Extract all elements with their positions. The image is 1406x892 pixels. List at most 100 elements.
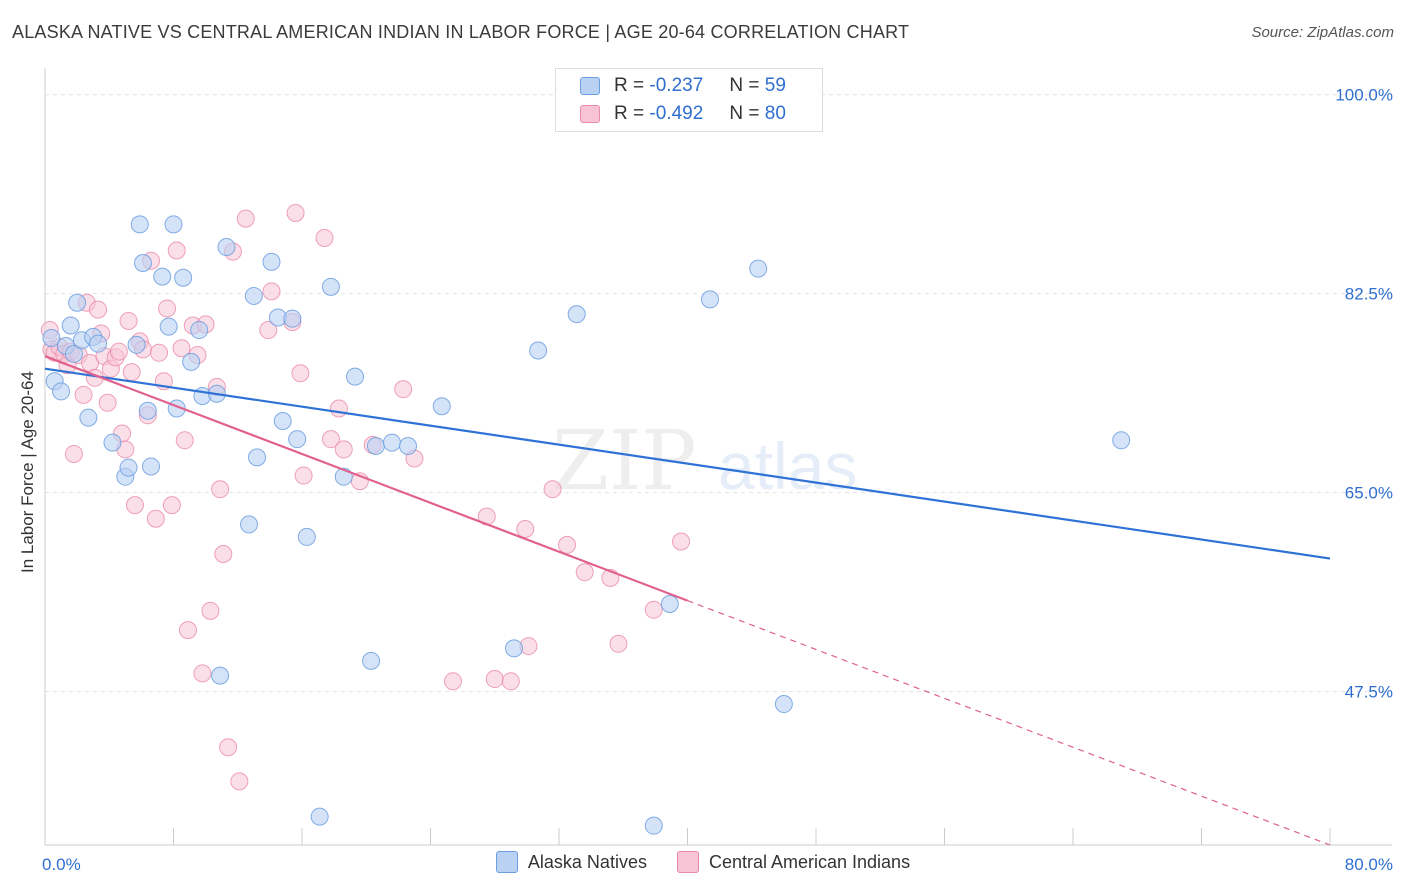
trend-line-central-american-indians-extension bbox=[687, 600, 1331, 846]
data-point-alaska-natives bbox=[133, 253, 152, 272]
data-point-alaska-natives bbox=[64, 344, 83, 363]
data-point-central-american-indians bbox=[64, 444, 83, 463]
y-axis-label: In Labor Force | Age 20-64 bbox=[18, 371, 37, 573]
data-point-alaska-natives bbox=[297, 527, 316, 546]
data-point-central-american-indians bbox=[125, 496, 144, 515]
data-point-central-american-indians bbox=[558, 535, 577, 554]
r-label: R = bbox=[614, 75, 645, 96]
r-label: R = bbox=[614, 103, 645, 124]
data-point-alaska-natives bbox=[244, 286, 263, 305]
n-label: N = bbox=[729, 75, 760, 96]
legend-label: Alaska Natives bbox=[527, 851, 647, 872]
tick-labels: 47.5% 65.0% 82.5% 100.0% 0.0% 80.0% bbox=[42, 86, 1393, 874]
data-point-alaska-natives bbox=[68, 293, 87, 312]
axes bbox=[44, 68, 1392, 846]
legend-label: Central American Indians bbox=[708, 851, 911, 872]
trend-lines bbox=[44, 355, 1331, 846]
legend-swatch-pink bbox=[580, 105, 600, 123]
y-tick-label: 82.5% bbox=[1345, 285, 1393, 304]
data-point-central-american-indians bbox=[291, 364, 310, 383]
data-point-alaska-natives bbox=[529, 341, 548, 360]
data-point-alaska-natives bbox=[321, 277, 340, 296]
data-point-central-american-indians bbox=[172, 339, 191, 358]
data-point-alaska-natives bbox=[567, 305, 586, 324]
data-point-central-american-indians bbox=[575, 563, 594, 582]
data-point-central-american-indians bbox=[201, 601, 220, 620]
data-point-alaska-natives bbox=[283, 309, 302, 328]
data-point-alaska-natives bbox=[159, 317, 178, 336]
data-point-central-american-indians bbox=[211, 480, 230, 499]
n-label: N = bbox=[729, 103, 760, 124]
data-point-central-american-indians bbox=[609, 634, 628, 653]
legend-swatch-pink bbox=[676, 851, 699, 873]
data-point-alaska-natives bbox=[505, 639, 524, 658]
data-point-central-american-indians bbox=[109, 342, 128, 361]
data-point-central-american-indians bbox=[167, 241, 186, 260]
data-point-central-american-indians bbox=[98, 393, 117, 412]
data-point-alaska-natives bbox=[190, 321, 209, 340]
series-legend: Alaska Natives Central American Indians bbox=[0, 851, 1406, 873]
watermark-atlas: atlas bbox=[718, 429, 857, 503]
data-point-alaska-natives bbox=[382, 433, 401, 452]
data-point-alaska-natives bbox=[700, 290, 719, 309]
data-point-alaska-natives bbox=[774, 695, 793, 714]
y-tick-label: 65.0% bbox=[1345, 484, 1393, 503]
data-point-alaska-natives bbox=[130, 215, 149, 234]
data-point-alaska-natives bbox=[749, 259, 768, 278]
y-tick-label: 100.0% bbox=[1335, 86, 1393, 105]
data-point-alaska-natives bbox=[644, 816, 663, 835]
data-point-alaska-natives bbox=[52, 382, 71, 401]
data-point-alaska-natives bbox=[89, 334, 108, 353]
data-point-alaska-natives bbox=[61, 316, 80, 335]
data-point-central-american-indians bbox=[672, 532, 691, 551]
data-point-alaska-natives bbox=[119, 458, 138, 477]
data-point-central-american-indians bbox=[259, 321, 278, 340]
n-value: 80 bbox=[764, 103, 786, 124]
stats-legend-row-alaska: R = -0.237 N = 59 bbox=[580, 73, 786, 99]
data-point-alaska-natives bbox=[174, 268, 193, 287]
data-point-central-american-indians bbox=[89, 300, 108, 319]
data-point-alaska-natives bbox=[138, 401, 157, 420]
trend-line-central-american-indians bbox=[44, 355, 688, 602]
data-point-central-american-indians bbox=[219, 738, 238, 757]
data-point-central-american-indians bbox=[236, 209, 255, 228]
data-point-alaska-natives bbox=[310, 807, 329, 826]
legend-swatch-blue bbox=[495, 851, 518, 873]
data-point-central-american-indians bbox=[294, 466, 313, 485]
data-point-central-american-indians bbox=[150, 343, 169, 362]
legend-item-alaska-natives: Alaska Natives bbox=[495, 851, 647, 873]
data-point-central-american-indians bbox=[146, 509, 165, 528]
data-point-central-american-indians bbox=[516, 519, 535, 538]
watermark: ZIP atlas bbox=[552, 414, 857, 509]
r-value: -0.492 bbox=[649, 103, 704, 124]
n-value: 59 bbox=[764, 75, 786, 96]
data-point-alaska-natives bbox=[362, 651, 381, 670]
legend-item-central-american-indians: Central American Indians bbox=[676, 851, 911, 873]
data-point-alaska-natives bbox=[103, 433, 122, 452]
data-point-central-american-indians bbox=[394, 380, 413, 399]
data-point-alaska-natives bbox=[366, 436, 385, 455]
series-central-american-indians bbox=[40, 203, 691, 791]
data-point-central-american-indians bbox=[315, 228, 334, 247]
stats-legend: R = -0.237 N = 59 R = -0.492 N = 80 bbox=[555, 68, 823, 132]
source-label: Source: ZipAtlas.com bbox=[1251, 24, 1394, 41]
data-point-central-american-indians bbox=[158, 299, 177, 318]
x-tick-label: 80.0% bbox=[1345, 855, 1393, 874]
data-point-alaska-natives bbox=[164, 215, 183, 234]
data-point-alaska-natives bbox=[127, 335, 146, 354]
data-point-alaska-natives bbox=[660, 595, 679, 614]
trend-line-alaska-natives bbox=[44, 367, 1331, 560]
data-point-alaska-natives bbox=[432, 397, 451, 416]
data-point-central-american-indians bbox=[543, 480, 562, 499]
data-point-central-american-indians bbox=[443, 672, 462, 691]
data-point-central-american-indians bbox=[262, 282, 281, 301]
data-point-central-american-indians bbox=[175, 431, 194, 450]
x-tick-label: 0.0% bbox=[42, 855, 81, 874]
data-point-alaska-natives bbox=[1112, 431, 1131, 450]
data-point-central-american-indians bbox=[119, 311, 138, 330]
data-point-alaska-natives bbox=[399, 436, 418, 455]
data-point-central-american-indians bbox=[193, 664, 212, 683]
chart-title: ALASKA NATIVE VS CENTRAL AMERICAN INDIAN… bbox=[12, 22, 910, 42]
data-point-central-american-indians bbox=[334, 440, 353, 459]
data-point-central-american-indians bbox=[214, 544, 233, 563]
